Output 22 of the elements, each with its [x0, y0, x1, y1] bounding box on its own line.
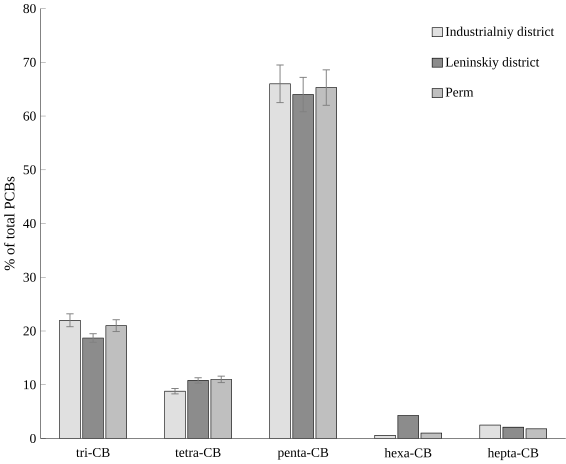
- x-tick-label: tetra-CB: [175, 448, 221, 457]
- y-tick-label: 50: [24, 165, 36, 174]
- y-tick-label: 80: [23, 4, 36, 14]
- x-tick-label: hepta-CB: [488, 448, 538, 460]
- y-tick-label: 10: [24, 380, 36, 390]
- bar: [60, 320, 80, 438]
- x-tick-label: hexa-CB: [384, 448, 432, 458]
- legend-label: Perm: [446, 88, 474, 97]
- bar: [164, 391, 186, 438]
- y-tick-label: 30: [24, 272, 36, 282]
- x-tick-label: tri-CB: [76, 448, 110, 457]
- bar: [270, 84, 290, 438]
- x-tick-label: penta-CB: [278, 448, 328, 460]
- y-tick-label: 60: [23, 111, 36, 120]
- y-tick-label: 40: [23, 218, 36, 228]
- legend-label: Leninskiy district: [446, 57, 540, 70]
- y-tick-label: 70: [24, 58, 36, 67]
- bar: [479, 424, 501, 438]
- y-tick-label: 20: [23, 326, 36, 336]
- y-tick-label: 0: [30, 434, 36, 443]
- y-axis-title: % of total PCBs: [4, 176, 15, 270]
- legend-label: Industrialniy district: [446, 26, 554, 39]
